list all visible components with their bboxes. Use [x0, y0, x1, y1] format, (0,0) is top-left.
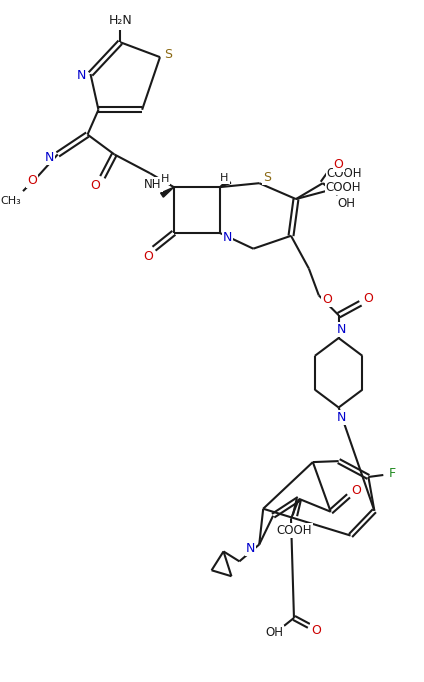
- Text: O: O: [351, 484, 361, 497]
- Text: N: N: [245, 542, 255, 555]
- Text: COOH: COOH: [326, 181, 361, 194]
- Text: N: N: [337, 411, 346, 424]
- Text: N: N: [223, 231, 232, 244]
- Text: S: S: [263, 170, 271, 183]
- Text: O: O: [363, 292, 374, 305]
- Text: O: O: [143, 250, 153, 263]
- Text: CH₃: CH₃: [1, 196, 22, 206]
- Text: F: F: [389, 466, 396, 479]
- Text: O: O: [27, 174, 37, 187]
- Text: N: N: [77, 70, 86, 83]
- Text: COOH: COOH: [327, 167, 362, 180]
- Text: S: S: [164, 48, 172, 61]
- Text: O: O: [91, 179, 100, 192]
- Text: H: H: [161, 174, 169, 184]
- Text: N: N: [337, 323, 346, 336]
- Text: O: O: [334, 158, 343, 170]
- Text: OH: OH: [265, 626, 283, 639]
- Text: COOH: COOH: [276, 524, 312, 537]
- Text: O: O: [311, 624, 321, 637]
- Text: OH: OH: [338, 196, 356, 209]
- Polygon shape: [220, 179, 231, 187]
- Text: N: N: [45, 151, 55, 164]
- Text: NH: NH: [144, 178, 162, 191]
- Text: O: O: [322, 293, 332, 306]
- Text: H₂N: H₂N: [109, 14, 132, 27]
- Text: H: H: [220, 173, 229, 183]
- Polygon shape: [161, 187, 174, 197]
